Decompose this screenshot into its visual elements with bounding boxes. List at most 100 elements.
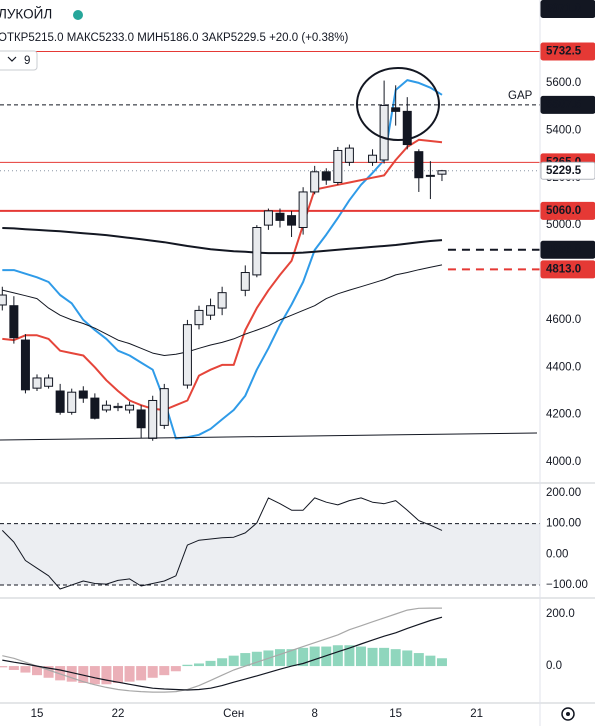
price-label: 5507.5	[546, 99, 582, 111]
symbol: ЛУКОЙЛ	[0, 7, 52, 22]
price-label: 5060.0	[546, 205, 581, 217]
price-label: 5229.5	[546, 165, 582, 177]
candle-body	[333, 149, 343, 183]
y-tick-label: 0.0	[546, 660, 562, 672]
histogram-bar	[136, 666, 147, 681]
histogram-bar	[402, 650, 413, 667]
indicator-count[interactable]: 9	[24, 55, 30, 67]
histogram-bar	[367, 647, 378, 667]
quote: ОТКР5215.0 МАКС5233.0 МИН5186.0 ЗАКР5229…	[0, 32, 349, 44]
histogram-bar	[66, 666, 77, 682]
macd-line	[2, 607, 442, 693]
candle-body	[206, 305, 216, 316]
candle-body	[159, 388, 169, 426]
x-tick-label: 15	[389, 708, 402, 720]
x-tick-label: 21	[470, 708, 483, 720]
indicator-toggle[interactable]	[0, 50, 38, 71]
histogram-bar	[240, 653, 251, 667]
y-tick-label: 100.00	[546, 518, 581, 530]
price-label-bg	[540, 260, 595, 279]
histogram-bar	[78, 666, 89, 683]
histogram-bar	[228, 655, 239, 667]
candle-body	[44, 377, 54, 387]
candle-body	[20, 339, 30, 391]
y-tick-label: 4000.0	[546, 456, 581, 468]
histogram-bar	[425, 655, 436, 667]
candle-body	[391, 107, 401, 112]
candle-body	[275, 212, 285, 221]
histogram-bar	[147, 666, 158, 678]
candle-body	[217, 292, 227, 309]
chevron-icon	[7, 56, 17, 62]
histogram-bar	[332, 645, 343, 667]
histogram-bar	[344, 645, 355, 667]
histogram-bar	[170, 666, 181, 672]
indicator-line	[2, 79, 443, 440]
indicator-line	[2, 264, 443, 356]
histogram-bar	[32, 666, 43, 676]
histogram-bar	[55, 666, 66, 681]
histogram-bar	[355, 646, 366, 667]
histogram-bar	[413, 653, 424, 667]
price-label-bg	[540, 95, 595, 114]
histogram-bar	[89, 666, 100, 685]
price-label: 5971.0	[546, 3, 581, 15]
candle-body	[125, 404, 135, 411]
x-tick-label: Сен	[223, 708, 244, 720]
histogram-bar	[205, 660, 216, 667]
status-dot	[73, 10, 83, 20]
trend-line	[0, 432, 538, 441]
y-tick-label: 4400.0	[546, 361, 581, 373]
x-tick-label: 22	[112, 708, 125, 720]
x-tick-label: 15	[31, 708, 44, 720]
candle-body	[321, 171, 331, 181]
macd-line	[2, 616, 443, 691]
candle-body	[402, 110, 412, 146]
settings-icon[interactable]	[561, 707, 575, 721]
candle-body	[136, 409, 146, 429]
band	[0, 523, 540, 586]
candle-body	[90, 397, 100, 419]
candle-body	[0, 294, 7, 306]
candle-body	[194, 309, 204, 326]
candle-body	[78, 390, 88, 399]
y-tick-label: 5600.0	[546, 77, 581, 89]
histogram-bar	[101, 666, 112, 685]
histogram-bar	[379, 647, 390, 667]
candle-body	[67, 391, 77, 413]
candle-body	[9, 305, 19, 339]
header-bg	[0, 0, 410, 48]
gap-marker	[356, 67, 440, 141]
histogram-bar	[159, 666, 170, 676]
histogram-bar	[436, 658, 447, 667]
price-label-bg	[540, 240, 595, 259]
candle-body	[263, 210, 273, 226]
price-label-bg	[540, 201, 595, 220]
candle-body	[310, 171, 320, 193]
cci-line	[1, 497, 443, 590]
candle-body	[344, 147, 354, 163]
candle-body	[379, 104, 389, 161]
candle-body	[55, 390, 65, 413]
candle-body	[240, 272, 250, 291]
candle-body	[113, 405, 123, 409]
histogram-bar	[298, 647, 309, 667]
y-tick-label: 5400.0	[546, 124, 581, 136]
histogram-bar	[124, 666, 135, 682]
settings-icon-center	[566, 712, 570, 716]
histogram-bar	[182, 664, 193, 667]
x-tick-label: 8	[311, 708, 317, 720]
histogram-bar	[43, 666, 54, 678]
candle-body	[182, 324, 192, 386]
candle-body	[148, 399, 158, 439]
histogram-bar	[8, 666, 19, 670]
candle-body	[252, 226, 262, 276]
histogram-bar	[20, 666, 31, 673]
histogram-bar	[217, 658, 228, 667]
histogram-bar	[0, 666, 8, 668]
y-tick-label: −100.00	[546, 579, 588, 591]
indicator-line	[2, 227, 443, 255]
histogram-bar	[193, 663, 204, 667]
